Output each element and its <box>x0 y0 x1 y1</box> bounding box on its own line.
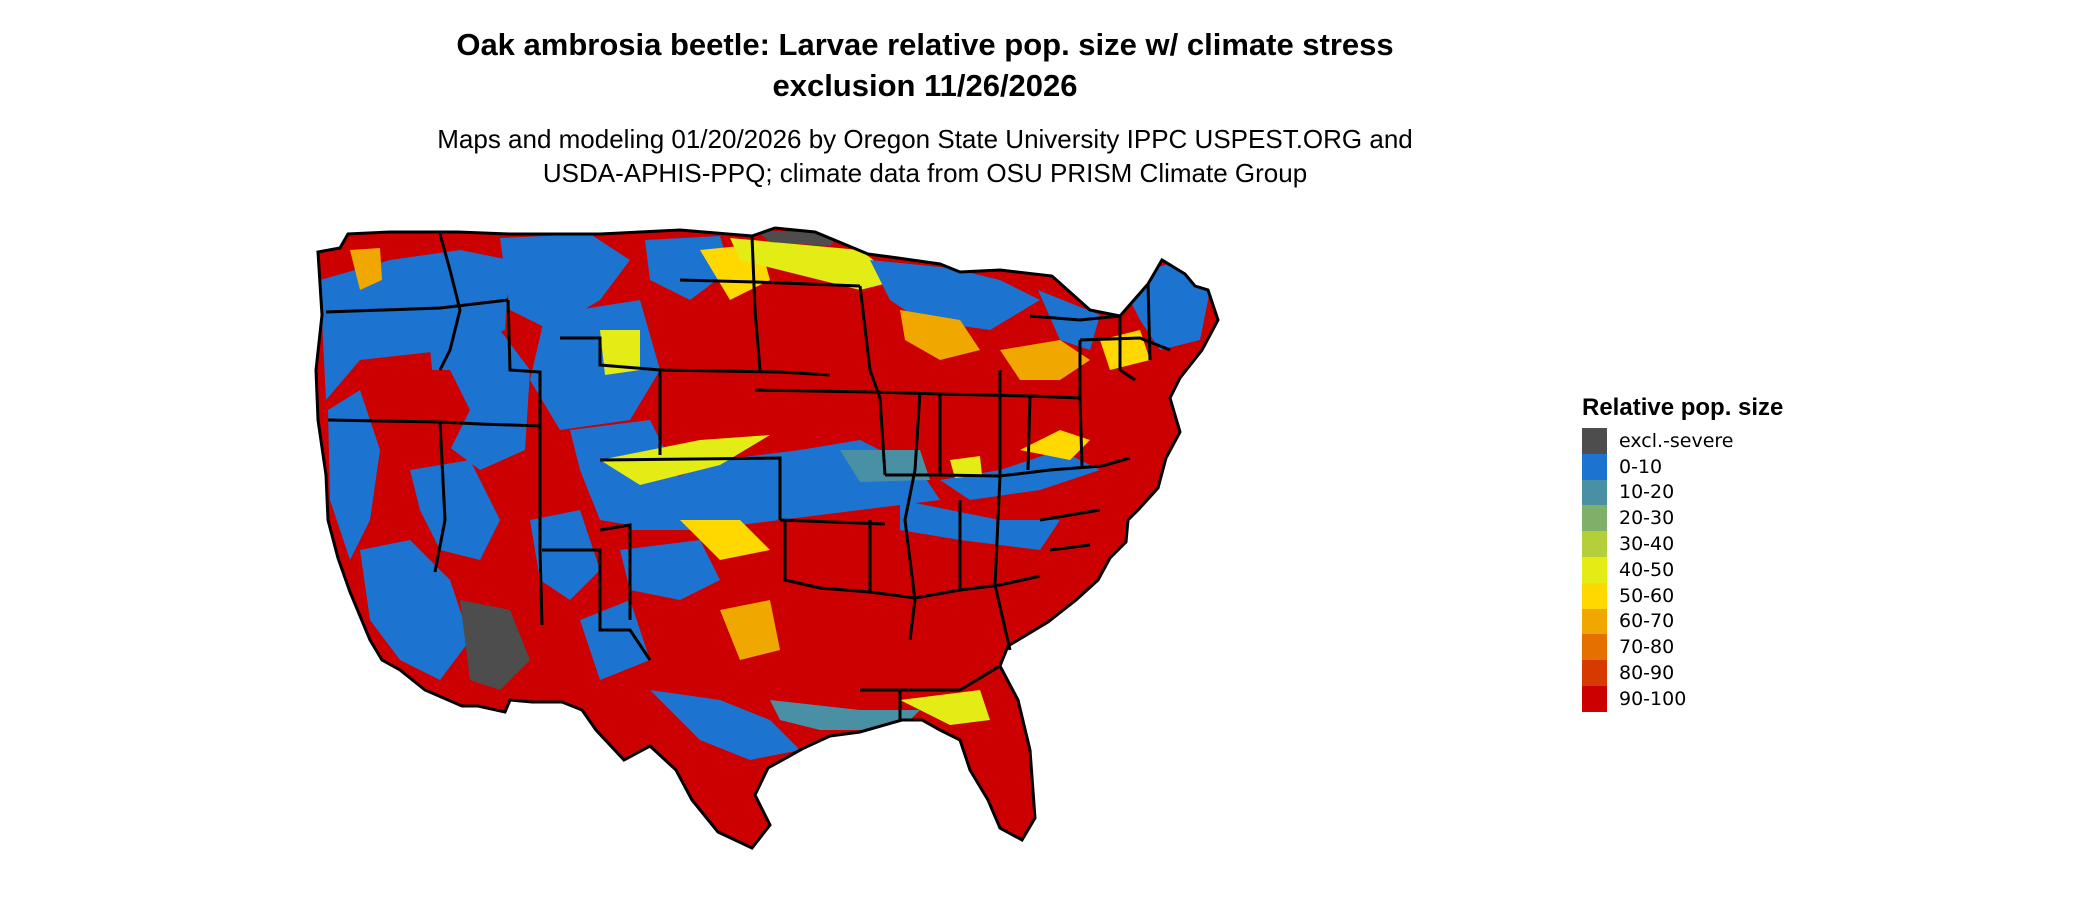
legend-swatch <box>1582 608 1607 635</box>
legend-item: 70-80 <box>1582 634 1783 661</box>
map-subtitle: Maps and modeling 01/20/2026 by Oregon S… <box>0 122 1850 190</box>
legend-title: Relative pop. size <box>1582 394 1784 421</box>
us-map <box>314 226 1220 850</box>
legend-swatch <box>1582 453 1607 480</box>
legend-swatch <box>1582 685 1607 712</box>
legend-item: 90-100 <box>1582 685 1783 712</box>
legend-swatch <box>1582 634 1607 661</box>
legend-label: 30-40 <box>1619 533 1675 556</box>
population-raster <box>316 228 1218 848</box>
legend-item: 30-40 <box>1582 531 1783 557</box>
legend-swatch <box>1582 556 1607 583</box>
legend-item: 0-10 <box>1582 453 1783 480</box>
legend-label: 60-70 <box>1619 610 1675 633</box>
legend-label: excl.-severe <box>1619 429 1734 452</box>
legend-label: 50-60 <box>1619 584 1675 607</box>
legend-swatch <box>1582 428 1607 454</box>
subtitle-line-2: USDA-APHIS-PPQ; climate data from OSU PR… <box>542 158 1308 188</box>
legend-item: 50-60 <box>1582 582 1783 609</box>
legend-label: 70-80 <box>1619 636 1675 659</box>
legend-swatch <box>1582 531 1607 557</box>
legend-swatch <box>1582 660 1607 686</box>
map-title: Oak ambrosia beetle: Larvae relative pop… <box>0 24 1850 106</box>
legend-swatch <box>1582 582 1607 609</box>
legend-item: 20-30 <box>1582 505 1783 532</box>
legend-item: 80-90 <box>1582 660 1783 686</box>
legend-label: 0-10 <box>1619 455 1663 478</box>
title-line-1: Oak ambrosia beetle: Larvae relative pop… <box>456 27 1394 62</box>
legend-item: excl.-severe <box>1582 428 1783 454</box>
state-boundaries <box>314 226 1220 850</box>
legend-label: 90-100 <box>1619 687 1687 710</box>
subtitle-line-1: Maps and modeling 01/20/2026 by Oregon S… <box>437 124 1413 154</box>
legend-item: 10-20 <box>1582 479 1783 506</box>
legend-items: excl.-severe 0-10 10-20 20-30 30-40 40-50 50-6… <box>1582 428 1783 712</box>
legend-label: 80-90 <box>1619 662 1675 685</box>
legend-label: 10-20 <box>1619 481 1675 504</box>
legend-swatch <box>1582 479 1607 506</box>
legend-label: 20-30 <box>1619 507 1675 530</box>
legend-swatch <box>1582 505 1607 532</box>
legend-item: 40-50 <box>1582 556 1783 583</box>
legend-label: 40-50 <box>1619 558 1675 581</box>
legend-item: 60-70 <box>1582 608 1783 635</box>
legend: Relative pop. size excl.-severe 0-10 10-20… <box>1582 394 1783 712</box>
title-line-2: exclusion 11/26/2026 <box>772 68 1078 103</box>
